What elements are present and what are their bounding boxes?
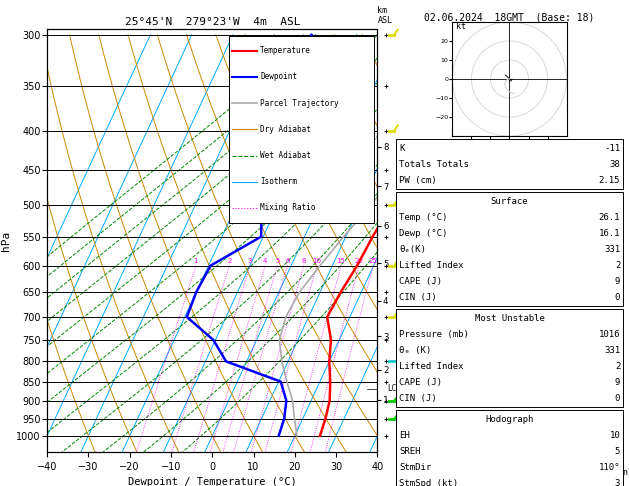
Text: Hodograph: Hodograph — [486, 415, 533, 424]
Text: 25: 25 — [369, 259, 377, 264]
Text: 6: 6 — [285, 259, 290, 264]
Text: 2.15: 2.15 — [599, 176, 620, 185]
Text: Dewpoint: Dewpoint — [260, 72, 297, 81]
Text: 02.06.2024  18GMT  (Base: 18): 02.06.2024 18GMT (Base: 18) — [425, 12, 594, 22]
Text: PW (cm): PW (cm) — [399, 176, 437, 185]
Text: 331: 331 — [604, 245, 620, 254]
Text: km
ASL: km ASL — [377, 5, 392, 25]
Text: 0: 0 — [615, 293, 620, 302]
Text: StmSpd (kt): StmSpd (kt) — [399, 479, 459, 486]
Text: Temperature: Temperature — [260, 46, 311, 55]
Text: 9: 9 — [615, 378, 620, 387]
Text: 9: 9 — [615, 277, 620, 286]
Text: 26.1: 26.1 — [599, 213, 620, 222]
Text: 4: 4 — [263, 259, 267, 264]
Text: 3: 3 — [615, 479, 620, 486]
Text: 3: 3 — [248, 259, 252, 264]
Text: CIN (J): CIN (J) — [399, 394, 437, 403]
Text: Mixing Ratio (g/kg): Mixing Ratio (g/kg) — [423, 193, 432, 288]
Bar — [229, 35, 374, 223]
Text: Totals Totals: Totals Totals — [399, 160, 469, 169]
Text: θₑ(K): θₑ(K) — [399, 245, 426, 254]
Text: © weatheronline.co.uk: © weatheronline.co.uk — [574, 468, 629, 477]
Text: StmDir: StmDir — [399, 463, 431, 472]
Text: 2: 2 — [615, 261, 620, 270]
Text: CAPE (J): CAPE (J) — [399, 277, 442, 286]
Text: 5: 5 — [275, 259, 279, 264]
Text: K: K — [399, 144, 405, 153]
Title: 25°45'N  279°23'W  4m  ASL: 25°45'N 279°23'W 4m ASL — [125, 17, 300, 27]
Text: EH: EH — [399, 431, 410, 440]
Text: Temp (°C): Temp (°C) — [399, 213, 448, 222]
Text: Wet Adiabat: Wet Adiabat — [260, 151, 311, 160]
Text: Dewp (°C): Dewp (°C) — [399, 229, 448, 238]
Text: -11: -11 — [604, 144, 620, 153]
Text: 16.1: 16.1 — [599, 229, 620, 238]
Text: Parcel Trajectory: Parcel Trajectory — [260, 99, 339, 107]
Text: 20: 20 — [355, 259, 364, 264]
Text: 0: 0 — [615, 394, 620, 403]
Text: 2: 2 — [227, 259, 231, 264]
Text: CAPE (J): CAPE (J) — [399, 378, 442, 387]
Text: 38: 38 — [610, 160, 620, 169]
Text: 10: 10 — [312, 259, 321, 264]
Text: 1: 1 — [194, 259, 198, 264]
Text: CIN (J): CIN (J) — [399, 293, 437, 302]
Text: 2: 2 — [615, 362, 620, 371]
Y-axis label: hPa: hPa — [1, 230, 11, 251]
Text: 10: 10 — [610, 431, 620, 440]
Text: 8: 8 — [301, 259, 306, 264]
Text: 15: 15 — [337, 259, 345, 264]
X-axis label: Dewpoint / Temperature (°C): Dewpoint / Temperature (°C) — [128, 477, 297, 486]
Text: Most Unstable: Most Unstable — [474, 314, 545, 323]
Text: θₑ (K): θₑ (K) — [399, 346, 431, 355]
Text: Pressure (mb): Pressure (mb) — [399, 330, 469, 339]
Text: Isotherm: Isotherm — [260, 177, 297, 186]
Text: 5: 5 — [615, 447, 620, 456]
Text: 1016: 1016 — [599, 330, 620, 339]
Text: kt: kt — [456, 22, 466, 32]
Text: 331: 331 — [604, 346, 620, 355]
Text: Surface: Surface — [491, 197, 528, 206]
Text: LCL: LCL — [387, 384, 401, 393]
Text: Mixing Ratio: Mixing Ratio — [260, 204, 316, 212]
Text: 110°: 110° — [599, 463, 620, 472]
Text: Lifted Index: Lifted Index — [399, 362, 464, 371]
Text: SREH: SREH — [399, 447, 421, 456]
Text: Lifted Index: Lifted Index — [399, 261, 464, 270]
Text: Dry Adiabat: Dry Adiabat — [260, 125, 311, 134]
